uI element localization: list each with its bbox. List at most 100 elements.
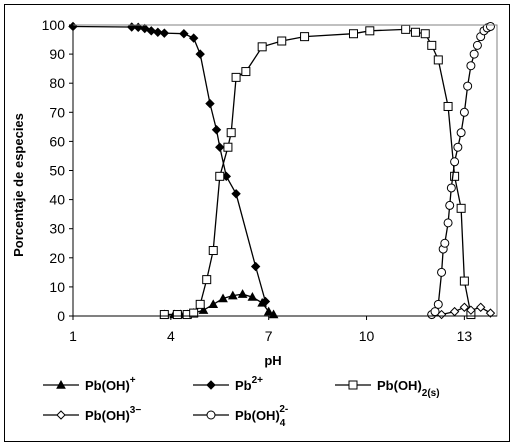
data-point [459, 107, 469, 117]
data-point [159, 28, 170, 38]
data-point [456, 203, 466, 213]
legend-label-base: Pb [235, 378, 252, 393]
data-point [153, 27, 163, 37]
data-point [237, 289, 248, 298]
legend-label-base: Pb(OH) [235, 408, 280, 423]
y-tick-label: 10 [49, 279, 65, 295]
x-axis-title: pH [264, 353, 281, 368]
legend-label: Pb(OH)4 2- [235, 404, 288, 429]
plot-border [72, 24, 498, 317]
data-point [226, 128, 236, 138]
legend-label: Pb(OH)+ [85, 375, 136, 393]
data-point [179, 29, 189, 39]
x-tick-label: 7 [265, 328, 273, 344]
data-point [218, 293, 228, 303]
data-point [257, 42, 267, 52]
data-point [215, 171, 225, 181]
data-point [195, 299, 205, 309]
y-axis-title: Porcentaje de especies [11, 113, 26, 257]
data-point [485, 21, 495, 31]
data-point [188, 33, 199, 43]
legend-label-base: Pb(OH) [85, 408, 130, 423]
data-point [410, 27, 420, 37]
data-point [195, 49, 205, 59]
data-point [348, 29, 358, 39]
data-point [208, 246, 218, 256]
legend-label: Pb(OH)3− [85, 405, 141, 423]
legend-label-subscript: 2(s) [422, 388, 440, 399]
y-tick-label: 100 [42, 17, 66, 33]
series-line [72, 25, 267, 302]
data-point [433, 299, 443, 309]
data-point [198, 305, 209, 314]
data-point [172, 310, 182, 320]
y-tick-label: 20 [49, 250, 65, 266]
legend-marker [348, 380, 358, 390]
legend-item: Pb(OH)2(s) [335, 378, 440, 399]
data-point [450, 157, 460, 167]
data-point [401, 24, 411, 34]
data-point [443, 101, 453, 111]
data-point [485, 308, 496, 318]
x-tick-label: 4 [167, 328, 175, 344]
data-point [223, 142, 233, 152]
legend-label: Pb(OH)2(s) [377, 378, 440, 399]
legend-label: Pb2+ [235, 375, 263, 393]
legend-label-superscript: 2+ [252, 375, 264, 386]
data-point [263, 306, 274, 316]
legend-marker [206, 380, 216, 390]
legend-label-superscript: 3− [130, 405, 142, 416]
legend-marker [56, 410, 66, 420]
y-tick-label: 40 [49, 192, 65, 208]
data-point [459, 276, 469, 286]
series-pb2 [68, 21, 271, 307]
legend: Pb(OH)+ Pb2+ Pb(OH)2(s)Pb(OH)3− Pb(OH)42- [43, 375, 440, 429]
data-point [475, 302, 486, 312]
series-pb-oh-4-2 [427, 21, 495, 320]
data-point [420, 29, 430, 39]
y-tick-label: 30 [49, 221, 65, 237]
data-point [446, 183, 456, 193]
data-point [215, 142, 225, 152]
data-point [241, 67, 251, 77]
y-tick-label: 0 [57, 308, 65, 324]
y-tick-label: 60 [49, 133, 65, 149]
legend-marker [206, 410, 216, 420]
data-point [146, 26, 156, 36]
data-point [469, 49, 479, 59]
data-point [443, 218, 453, 228]
x-tick-label: 1 [69, 328, 77, 344]
series-pb-oh-2-s [159, 24, 476, 320]
x-tick-label: 13 [457, 328, 473, 344]
plot-area [68, 21, 496, 320]
data-point [449, 306, 460, 317]
legend-item: Pb(OH)+ [43, 375, 136, 393]
legend-label-subscript: 4 [280, 418, 286, 429]
data-point [472, 40, 482, 50]
data-point [202, 275, 212, 285]
data-point [260, 296, 271, 307]
data-point [227, 290, 238, 300]
legend-item: Pb(OH)4 2- [193, 404, 288, 429]
legend-label-superscript: 2- [279, 404, 288, 415]
legend-item: Pb(OH)3− [43, 405, 141, 423]
data-point [463, 81, 473, 91]
legend-label-superscript: + [130, 375, 136, 386]
y-tick-label: 50 [49, 163, 65, 179]
data-point [365, 26, 375, 36]
data-point [211, 125, 222, 135]
data-point [231, 72, 241, 82]
legend-label-base: Pb(OH) [377, 378, 422, 393]
data-point [440, 238, 450, 248]
data-point [453, 142, 463, 152]
data-point [208, 299, 219, 309]
series-line [164, 28, 472, 316]
data-point [427, 40, 437, 50]
data-point [231, 189, 241, 199]
data-point [300, 32, 310, 42]
y-tick-label: 70 [49, 104, 65, 120]
data-point [159, 310, 169, 320]
data-point [437, 267, 447, 277]
data-point [250, 261, 261, 272]
legend-item: Pb2+ [193, 375, 263, 393]
